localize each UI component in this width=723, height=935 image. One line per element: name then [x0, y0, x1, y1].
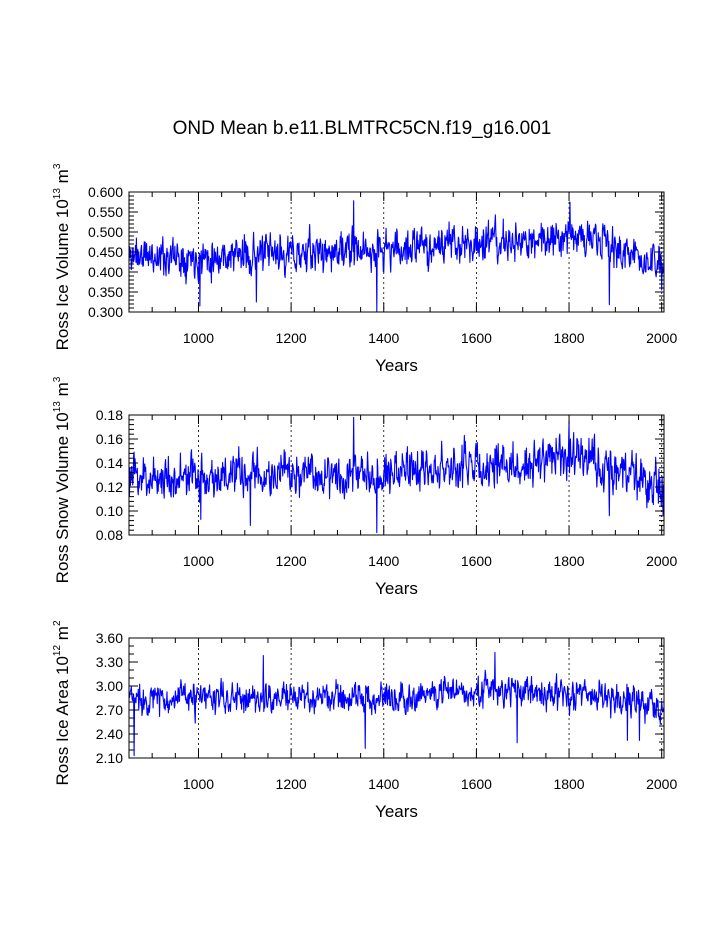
- y-tick-label: 0.10: [96, 503, 123, 519]
- x-tick-label: 1600: [461, 776, 492, 792]
- series-line-snow-volume: [128, 416, 665, 534]
- x-tick-label: 1000: [183, 553, 214, 569]
- panels: 1000 1200 1400 1600 1800 2000 0.300 0.350 0.400 0…: [52, 163, 677, 821]
- x-tick-label: 1800: [553, 776, 584, 792]
- x-tick-label: 1400: [368, 553, 399, 569]
- y-tick-label: 2.10: [96, 750, 123, 766]
- x-tick-label: 1800: [553, 330, 584, 346]
- x-tick-label: 1200: [276, 330, 307, 346]
- y-tick-label: 0.400: [88, 264, 123, 280]
- y-tick-label: 0.350: [88, 284, 123, 300]
- y-tick-label: 2.70: [96, 702, 123, 718]
- plot-frame: [128, 414, 665, 536]
- y-axis-label: Ross Ice Area 1012 m2: [52, 620, 72, 785]
- x-tick-label: 1400: [368, 330, 399, 346]
- x-axis-label: Years: [375, 356, 418, 375]
- y-tick-label: 0.500: [88, 224, 123, 240]
- y-tick-label: 3.00: [96, 678, 123, 694]
- y-tick-label: 2.40: [96, 726, 123, 742]
- series-line-ice-area: [128, 651, 665, 757]
- y-tick-label: 0.08: [96, 527, 123, 543]
- x-tick-label: 1600: [461, 330, 492, 346]
- x-axis-label: Years: [375, 802, 418, 821]
- y-tick-label: 3.60: [96, 630, 123, 646]
- y-tick-label: 0.450: [88, 244, 123, 260]
- x-tick-label: 1000: [183, 776, 214, 792]
- x-tick-label: 1600: [461, 553, 492, 569]
- y-axis-label: Ross Ice Volume 1013 m3: [52, 163, 72, 350]
- x-tick-label: 2000: [646, 553, 677, 569]
- y-axis-label: Ross Snow Volume 1013 m3: [52, 376, 72, 583]
- panel-ice-volume: 1000 1200 1400 1600 1800 2000 0.300 0.350 0.400 0…: [52, 163, 677, 375]
- y-tick-label: 3.30: [96, 654, 123, 670]
- y-tick-label: 0.14: [96, 455, 123, 471]
- y-tick-label: 0.600: [88, 184, 123, 200]
- x-tick-label: 1400: [368, 776, 399, 792]
- x-tick-label: 1000: [183, 330, 214, 346]
- y-tick-label: 0.18: [96, 407, 123, 423]
- x-tick-label: 2000: [646, 776, 677, 792]
- y-tick-label: 0.550: [88, 204, 123, 220]
- y-tick-label: 0.16: [96, 431, 123, 447]
- series-line-ice-volume: [128, 200, 665, 312]
- x-axis-label: Years: [375, 579, 418, 598]
- x-tick-label: 2000: [646, 330, 677, 346]
- x-tick-label: 1800: [553, 553, 584, 569]
- x-tick-label: 1200: [276, 553, 307, 569]
- panel-ice-area: 1000 1200 1400 1600 1800 2000 2.10 2.40 2.70 3.00…: [52, 620, 677, 821]
- plot-frame: [128, 637, 665, 759]
- y-tick-label: 0.12: [96, 479, 123, 495]
- x-tick-label: 1200: [276, 776, 307, 792]
- panel-snow-volume: 1000 1200 1400 1600 1800 2000 0.08 0.10 0.12 0.14…: [52, 376, 677, 598]
- chart-title: OND Mean b.e11.BLMTRC5CN.f19_g16.001: [173, 118, 552, 139]
- y-tick-label: 0.300: [88, 304, 123, 320]
